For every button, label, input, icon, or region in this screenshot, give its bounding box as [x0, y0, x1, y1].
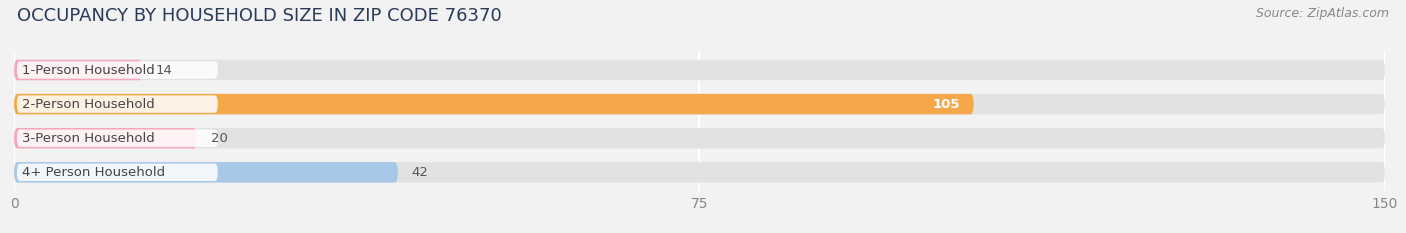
Text: Source: ZipAtlas.com: Source: ZipAtlas.com	[1256, 7, 1389, 20]
Text: OCCUPANCY BY HOUSEHOLD SIZE IN ZIP CODE 76370: OCCUPANCY BY HOUSEHOLD SIZE IN ZIP CODE …	[17, 7, 502, 25]
FancyBboxPatch shape	[14, 128, 1385, 148]
FancyBboxPatch shape	[14, 162, 398, 182]
Text: 14: 14	[156, 64, 173, 76]
FancyBboxPatch shape	[14, 162, 1385, 182]
FancyBboxPatch shape	[17, 130, 218, 147]
Text: 2-Person Household: 2-Person Household	[22, 98, 155, 111]
Text: 4+ Person Household: 4+ Person Household	[22, 166, 166, 179]
Text: 42: 42	[412, 166, 429, 179]
FancyBboxPatch shape	[17, 96, 218, 113]
Text: 1-Person Household: 1-Person Household	[22, 64, 155, 76]
FancyBboxPatch shape	[14, 94, 1385, 114]
Text: 20: 20	[211, 132, 228, 145]
FancyBboxPatch shape	[17, 61, 218, 79]
FancyBboxPatch shape	[14, 94, 974, 114]
FancyBboxPatch shape	[14, 128, 197, 148]
FancyBboxPatch shape	[14, 60, 1385, 80]
FancyBboxPatch shape	[17, 164, 218, 181]
Text: 105: 105	[932, 98, 960, 111]
Text: 3-Person Household: 3-Person Household	[22, 132, 155, 145]
FancyBboxPatch shape	[14, 60, 142, 80]
